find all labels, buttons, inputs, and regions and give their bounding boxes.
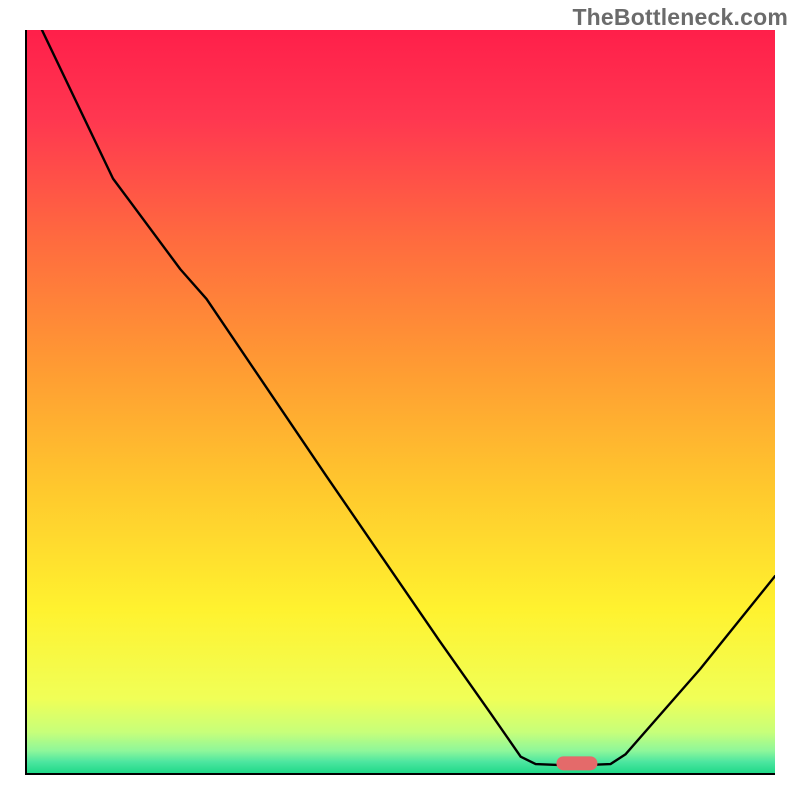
bottleneck-curve	[27, 30, 775, 773]
watermark-text: TheBottleneck.com	[572, 4, 788, 31]
plot-area	[25, 30, 775, 775]
optimal-marker	[556, 757, 597, 770]
chart-container: TheBottleneck.com	[0, 0, 800, 800]
curve-path	[42, 30, 775, 766]
